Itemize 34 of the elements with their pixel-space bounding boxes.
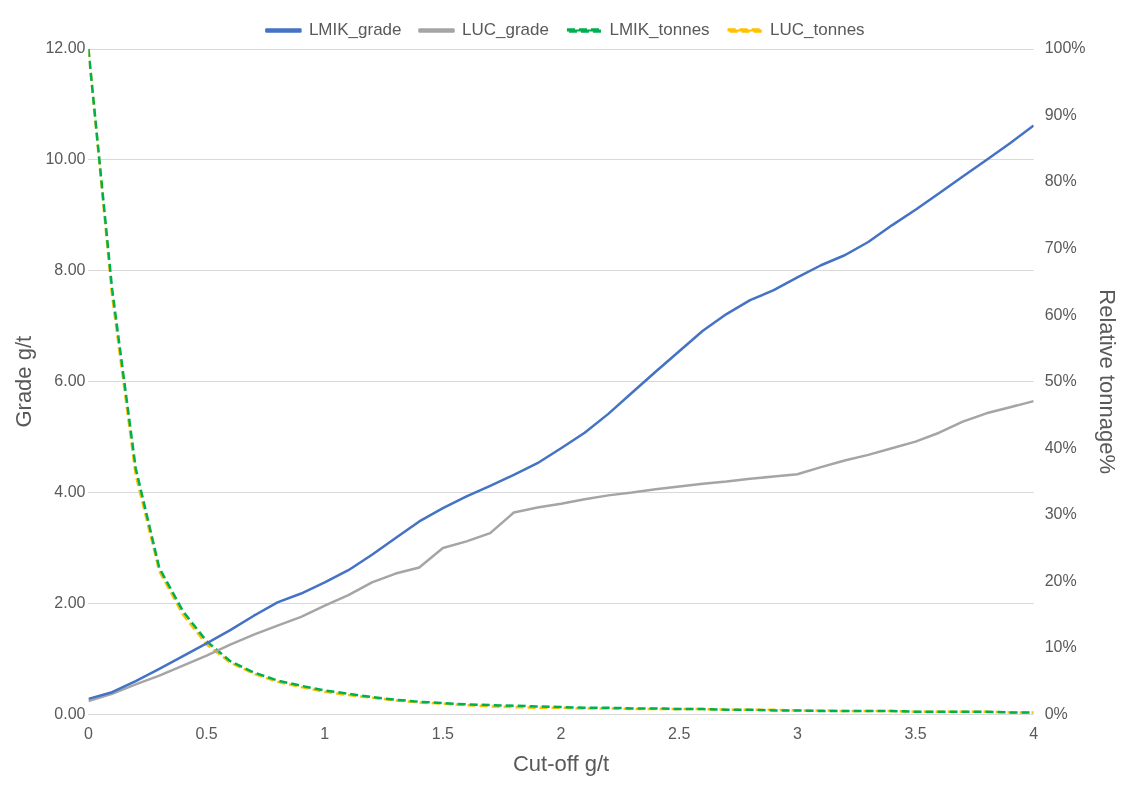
y2-tick-label: 50% — [1044, 372, 1077, 390]
legend-label: LUC_grade — [462, 20, 549, 40]
legend-label: LMIK_tonnes — [609, 20, 710, 40]
y2-tick-label: 20% — [1044, 571, 1077, 589]
y2-tick-label: 70% — [1044, 239, 1077, 257]
y2-tick-label: 80% — [1044, 172, 1077, 190]
x-tick-label: 3 — [792, 725, 802, 743]
x-tick-label: 4 — [1029, 725, 1039, 743]
y-tick-label: 4.00 — [54, 483, 86, 501]
y2-tick-label: 0% — [1044, 704, 1068, 722]
y-tick-label: 10.00 — [45, 150, 86, 168]
y2-tick-label: 30% — [1044, 505, 1077, 523]
y-tick-label: 6.00 — [54, 372, 86, 390]
x-axis-title: Cut-off g/t — [512, 750, 610, 776]
y2-tick-label: 90% — [1044, 105, 1077, 123]
x-tick-label: 0 — [83, 725, 93, 743]
y-tick-label: 0.00 — [54, 704, 86, 722]
y2-tick-label: 60% — [1044, 305, 1077, 323]
x-tick-label: 1 — [320, 725, 330, 743]
legend-label: LMIK_grade — [308, 20, 402, 40]
y-tick-label: 12.00 — [45, 39, 86, 57]
y2-axis-title: Relative tonnage% — [1094, 289, 1120, 475]
legend-label: LUC_tonnes — [770, 20, 865, 40]
x-tick-label: 0.5 — [195, 725, 218, 743]
y-axis-title: Grade g/t — [11, 335, 37, 428]
y-tick-label: 8.00 — [54, 261, 86, 279]
y2-tick-label: 40% — [1044, 438, 1077, 456]
y-tick-label: 2.00 — [54, 593, 86, 611]
x-tick-label: 3.5 — [904, 725, 927, 743]
y2-tick-label: 10% — [1044, 638, 1077, 656]
x-tick-label: 2 — [556, 725, 566, 743]
x-tick-label: 1.5 — [431, 725, 455, 743]
y2-tick-label: 100% — [1044, 39, 1086, 57]
x-tick-label: 2.5 — [668, 725, 691, 743]
